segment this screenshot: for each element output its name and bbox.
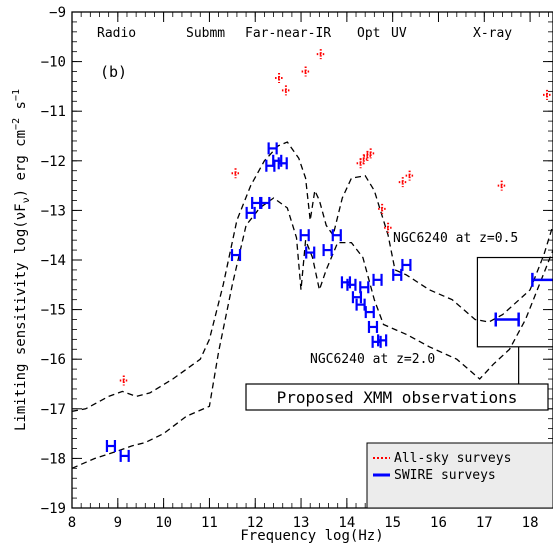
y-axis-title-exp1: −2 bbox=[11, 118, 22, 130]
band-label-opt: Opt bbox=[357, 26, 380, 41]
y-tick-label: −18 bbox=[41, 451, 66, 467]
band-label-ir: Far-near-IR bbox=[245, 26, 331, 41]
model-curve-z05 bbox=[72, 141, 553, 412]
x-tick-label: 14 bbox=[338, 515, 355, 531]
legend-box bbox=[366, 442, 553, 509]
y-tick-label: −17 bbox=[41, 402, 66, 418]
band-label-radio: Radio bbox=[97, 26, 136, 41]
panel-label: (b) bbox=[100, 63, 127, 81]
y-axis-title-main: Limiting sensitivity log(νF bbox=[13, 203, 29, 431]
y-tick-label: −12 bbox=[41, 154, 66, 170]
xmm-label: Proposed XMM observations bbox=[277, 388, 518, 407]
y-tick-label: −19 bbox=[41, 501, 66, 517]
x-tick-label: 9 bbox=[114, 515, 122, 531]
y-tick-label: −10 bbox=[41, 55, 66, 71]
legend-label-swire: SWIRE surveys bbox=[394, 468, 496, 483]
x-tick-label: 12 bbox=[247, 515, 264, 531]
x-tick-label: 16 bbox=[430, 515, 447, 531]
plot-frame bbox=[71, 11, 553, 509]
xmm-observations bbox=[476, 256, 553, 384]
tick-labels: 8 9 10 11 12 13 14 15 16 17 18 −9 −10 −11 −12 −13 −14 −15… bbox=[41, 5, 539, 531]
x-tick-label: 13 bbox=[293, 515, 310, 531]
y-tick-label: −13 bbox=[41, 203, 66, 219]
y-axis-title-exp2: −1 bbox=[11, 89, 22, 101]
band-label-xray: X-ray bbox=[473, 26, 512, 41]
band-label-uv: UV bbox=[391, 26, 407, 41]
model-curve-z20 bbox=[72, 197, 553, 469]
x-tick-label: 10 bbox=[155, 515, 172, 531]
y-tick-label: −11 bbox=[41, 104, 66, 120]
x-tick-label: 17 bbox=[476, 515, 493, 531]
annotation-z05: NGC6240 at z=0.5 bbox=[393, 231, 518, 246]
y-tick-label: −14 bbox=[41, 253, 66, 269]
legend-label-all-sky: All-sky surveys bbox=[394, 451, 511, 466]
x-tick-label: 8 bbox=[68, 515, 76, 531]
x-tick-label: 15 bbox=[384, 515, 401, 531]
legend: All-sky surveys SWIRE surveys bbox=[366, 442, 553, 509]
x-axis-title: Frequency log(Hz) bbox=[240, 528, 383, 544]
y-axis-title-unit: ) erg cm bbox=[13, 130, 29, 197]
annotation-z20: NGC6240 at z=2.0 bbox=[310, 352, 435, 367]
y-tick-label: −9 bbox=[49, 5, 66, 21]
y-tick-label: −15 bbox=[41, 303, 66, 319]
model-curves bbox=[72, 141, 553, 469]
y-axis-title: Limiting sensitivity log(νFν) erg cm−2 s… bbox=[11, 89, 32, 431]
x-tick-label: 11 bbox=[201, 515, 218, 531]
y-axis-title-s: s bbox=[13, 101, 29, 118]
survey-points bbox=[105, 49, 552, 462]
y-axis-title-sub: ν bbox=[21, 197, 32, 203]
xmm-box bbox=[476, 256, 553, 348]
y-tick-label: −16 bbox=[41, 352, 66, 368]
tick-marks bbox=[71, 11, 553, 509]
band-label-submm: Submm bbox=[186, 26, 225, 41]
x-tick-label: 18 bbox=[522, 515, 539, 531]
xmm-label-box bbox=[245, 383, 549, 411]
